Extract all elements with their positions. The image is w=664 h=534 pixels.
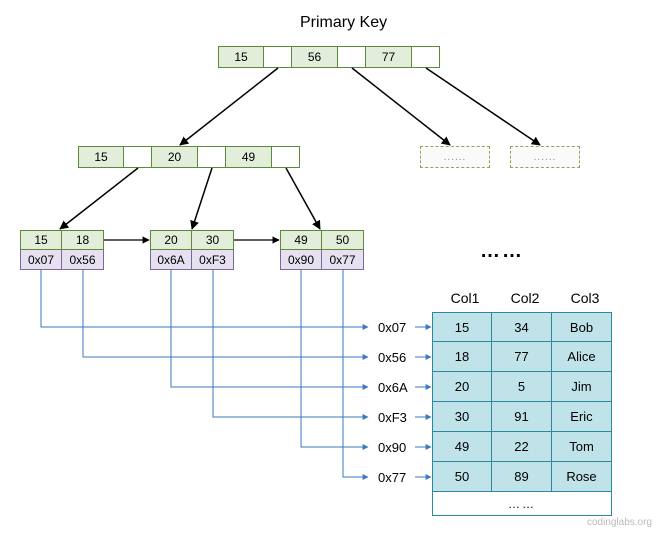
dashed-node: ...... (510, 146, 580, 168)
credit-text: codinglabs.org (587, 517, 652, 528)
table-cell: 15 (432, 312, 492, 342)
leaf-ptr: 0x56 (62, 250, 104, 270)
root-key: 15 (218, 46, 264, 68)
leaf-ptr: 0x77 (322, 250, 364, 270)
ptr-label: 0x90 (378, 440, 406, 455)
dashed-node: ...... (420, 146, 490, 168)
table-cell: 20 (432, 372, 492, 402)
leaf-node-2: 49 50 0x90 0x77 (280, 230, 364, 270)
table-cell: 5 (492, 372, 552, 402)
leaf-key: 30 (192, 230, 234, 250)
leaf-node-1: 20 30 0x6A 0xF3 (150, 230, 234, 270)
table-cell: Alice (552, 342, 612, 372)
table-cell: 50 (432, 462, 492, 492)
root-node: 15 56 77 (218, 46, 440, 68)
table-cell: 77 (492, 342, 552, 372)
leaf-node-0: 15 18 0x07 0x56 (20, 230, 104, 270)
table-footer: …… (432, 492, 612, 516)
table-row: 30 91 Eric (432, 402, 612, 432)
table-cell: Rose (552, 462, 612, 492)
table-cell: Tom (552, 432, 612, 462)
table-cell: 22 (492, 432, 552, 462)
table-row: 15 34 Bob (432, 312, 612, 342)
table-cell: Bob (552, 312, 612, 342)
leaf-key: 15 (20, 230, 62, 250)
leaf-key: 50 (322, 230, 364, 250)
ptr-label: 0x6A (378, 380, 408, 395)
table-cell: Eric (552, 402, 612, 432)
leaf-ptr: 0xF3 (192, 250, 234, 270)
table-cell: 18 (432, 342, 492, 372)
ptr-label: 0x77 (378, 470, 406, 485)
table-row: 20 5 Jim (432, 372, 612, 402)
table-header: Col3 (560, 290, 610, 306)
table-cell: 49 (432, 432, 492, 462)
leaf-key: 49 (280, 230, 322, 250)
root-key: 56 (292, 46, 338, 68)
table-row: 50 89 Rose (432, 462, 612, 492)
ptr-label: 0x07 (378, 320, 406, 335)
l1-blank (124, 146, 152, 168)
page-title: Primary Key (300, 14, 387, 32)
table-cell: 91 (492, 402, 552, 432)
table-header: Col2 (500, 290, 550, 306)
ptr-label: 0x56 (378, 350, 406, 365)
root-key: 77 (366, 46, 412, 68)
data-table: 15 34 Bob 18 77 Alice 20 5 Jim 30 91 Eri… (432, 312, 612, 516)
leaf-ptr: 0x6A (150, 250, 192, 270)
ptr-label: 0xF3 (378, 410, 407, 425)
l1-key: 20 (152, 146, 198, 168)
leaf-key: 18 (62, 230, 104, 250)
table-header: Col1 (440, 290, 490, 306)
l1-blank (198, 146, 226, 168)
leaf-ptr: 0x07 (20, 250, 62, 270)
table-cell: 34 (492, 312, 552, 342)
leaf-key: 20 (150, 230, 192, 250)
tree-ellipsis: …… (480, 240, 524, 263)
l1-blank (272, 146, 300, 168)
table-row: 18 77 Alice (432, 342, 612, 372)
root-blank (412, 46, 440, 68)
root-blank (264, 46, 292, 68)
root-blank (338, 46, 366, 68)
l1-key: 15 (78, 146, 124, 168)
table-cell: 89 (492, 462, 552, 492)
level1-node: 15 20 49 (78, 146, 300, 168)
l1-key: 49 (226, 146, 272, 168)
leaf-ptr: 0x90 (280, 250, 322, 270)
table-cell: 30 (432, 402, 492, 432)
table-cell: Jim (552, 372, 612, 402)
table-row: 49 22 Tom (432, 432, 612, 462)
